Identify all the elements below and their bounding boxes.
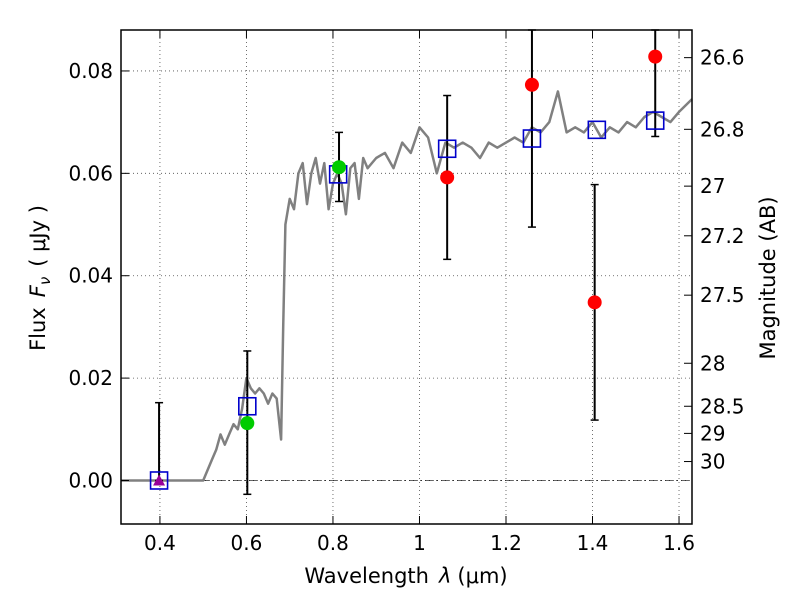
plot-frame <box>120 29 693 525</box>
x-axis-label-prefix: Wavelength <box>304 564 429 588</box>
upper-limit-triangle <box>153 474 166 486</box>
grid-lines <box>121 30 692 524</box>
y-axis-label: Flux Fν ( μJy ) <box>26 205 54 351</box>
x-tick-label: 1.6 <box>663 531 695 555</box>
right-tick-label: 26.8 <box>700 117 745 141</box>
x-tick-label: 1.4 <box>577 531 609 555</box>
model-photometry-square <box>522 129 542 148</box>
model-photometry-square <box>645 111 665 130</box>
y-tick-label: 0.00 <box>68 468 113 492</box>
x-tick-label: 0.8 <box>317 531 349 555</box>
y-axis-label-unit: ( μJy ) <box>26 205 50 267</box>
model-photometry-square <box>238 396 257 416</box>
model-photometry-square <box>587 120 607 140</box>
right-tick-label: 28 <box>700 351 725 375</box>
right-tick-label: 27 <box>700 174 725 198</box>
observed-flux-point <box>524 77 539 92</box>
y-axis-label-subscript: ν <box>36 277 54 285</box>
x-tick-label: 0.6 <box>231 531 263 555</box>
right-tick-label: 29 <box>700 421 725 445</box>
data-marks <box>121 29 693 496</box>
model-sed-line <box>121 90 693 482</box>
y-tick-label: 0.02 <box>68 366 113 390</box>
x-tick-label: 1.2 <box>490 531 522 555</box>
y-tick-label: 0.06 <box>68 161 113 185</box>
observed-flux-point <box>587 295 602 310</box>
observed-flux-point <box>240 416 255 431</box>
y-tick-label: 0.08 <box>68 59 113 83</box>
x-axis-label: Wavelength λ (μm) <box>304 564 507 588</box>
right-tick-label: 30 <box>700 450 725 474</box>
right-tick-label: 26.6 <box>700 46 745 70</box>
x-axis-label-unit: (μm) <box>457 564 507 588</box>
y-tick-label: 0.04 <box>68 264 113 288</box>
right-axis-label: Magnitude (AB) <box>756 196 780 359</box>
right-tick-label: 28.5 <box>700 394 745 418</box>
x-axis-label-symbol: λ <box>438 564 451 588</box>
model-photometry-square <box>437 139 457 159</box>
right-tick-label: 27.5 <box>700 283 745 307</box>
axis-ticks: 0.4 0.6 0.8 1 1.2 1.4 1.6 0.00 0.02 0.04 0.06 0.08 2… <box>68 30 745 555</box>
observed-flux-point <box>332 160 347 175</box>
x-tick-label: 1 <box>413 531 426 555</box>
right-tick-label: 27.2 <box>700 224 745 248</box>
observed-flux-point <box>440 170 455 185</box>
x-tick-label: 0.4 <box>144 531 176 555</box>
y-axis-label-symbol: F <box>26 284 50 297</box>
model-photometry-square <box>149 471 169 490</box>
y-axis-label-prefix: Flux <box>26 307 50 351</box>
observed-flux-point <box>648 49 663 64</box>
